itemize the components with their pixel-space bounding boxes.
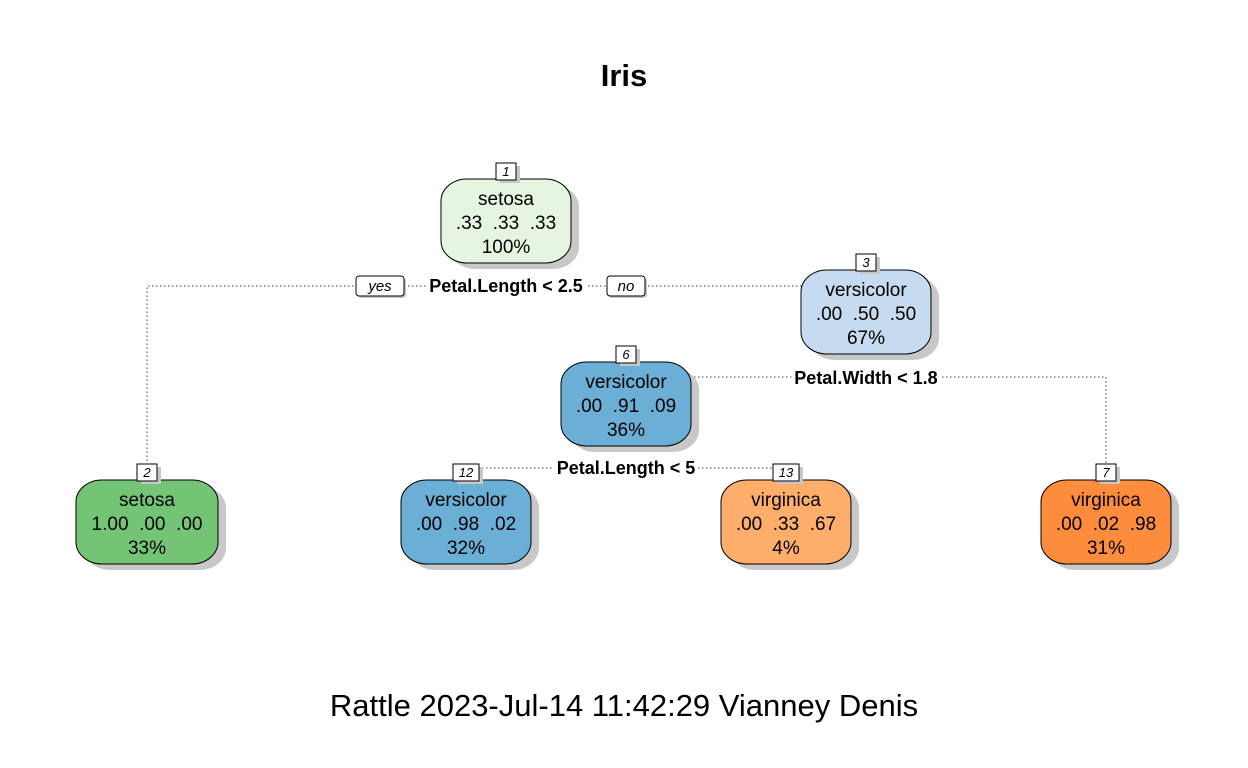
node-percentage: 36% [607,420,645,441]
footer-caption: Rattle 2023-Jul-14 11:42:29 Vianney Deni… [329,688,919,723]
node-percentage: 4% [772,538,800,559]
node-id-tag [772,463,800,482]
split-labels: Petal.Length < 2.5 Petal.Width < 1.8 Petal… [355,275,941,479]
node-probabilities: .00 .02 .98 [1056,514,1156,535]
node-id-label: 13 [779,465,794,480]
node-class-label: versicolor [825,280,907,301]
chart-title: Iris [600,58,648,93]
node-class-label: versicolor [425,490,507,511]
tree-node-3: 3 versicolor .00 .50 .50 67% [800,253,939,360]
node-class-label: setosa [478,189,534,210]
tree-node-13: 13 virginica .00 .33 .67 4% [720,463,859,570]
node-id-label: 12 [459,465,474,480]
node-percentage: 100% [482,237,531,258]
node-id-tag [136,463,158,482]
tree-node-1: 1 setosa .33 .33 .33 100% [440,162,579,269]
tree-nodes: 1 setosa .33 .33 .33 100% 2 setosa 1.00 .00 .0… [75,162,1179,570]
node-probabilities: 1.00 .00 .00 [92,514,203,535]
tree-node-12: 12 versicolor .00 .98 .02 32% [400,463,539,570]
node-class-label: setosa [119,490,175,511]
split-label-bg [426,275,586,297]
split-label-node-1: Petal.Length < 2.5 [429,276,583,296]
split-label-node-6: Petal.Length < 5 [557,458,696,478]
tree-edge [690,376,1107,465]
tree-node-2: 2 setosa 1.00 .00 .00 33% [75,463,226,570]
node-id-tag [855,253,877,272]
node-probabilities: .00 .50 .50 [816,304,916,325]
node-percentage: 31% [1087,538,1125,559]
node-percentage: 32% [447,538,485,559]
split-label-bg [553,457,699,479]
node-probabilities: .00 .33 .67 [736,514,836,535]
tree-node-6: 6 versicolor .00 .91 .09 36% [560,345,699,452]
node-id-tag [1095,463,1117,482]
branch-label-no: no [606,275,647,298]
node-id-label: 1 [502,164,509,179]
node-class-label: versicolor [585,372,667,393]
tree-node-7: 7 virginica .00 .02 .98 31% [1040,463,1179,570]
node-class-label: virginica [1071,490,1141,511]
node-probabilities: .00 .91 .09 [576,396,676,417]
node-id-label: 3 [862,255,870,270]
node-id-tag [615,345,637,364]
split-label-bg [791,367,941,389]
split-label-node-3: Petal.Width < 1.8 [794,368,937,388]
node-probabilities: .00 .98 .02 [416,514,516,535]
node-id-tag [452,463,480,482]
node-id-label: 2 [142,465,151,480]
node-class-label: virginica [751,490,821,511]
branch-label-yes-text: yes [367,278,392,295]
node-id-label: 6 [622,347,630,362]
branch-label-yes: yes [355,275,406,298]
branch-label-no-text: no [618,278,635,295]
node-id-label: 7 [1102,465,1110,480]
node-probabilities: .33 .33 .33 [456,213,556,234]
node-id-tag [495,162,517,181]
node-percentage: 67% [847,328,885,349]
node-percentage: 33% [128,538,166,559]
